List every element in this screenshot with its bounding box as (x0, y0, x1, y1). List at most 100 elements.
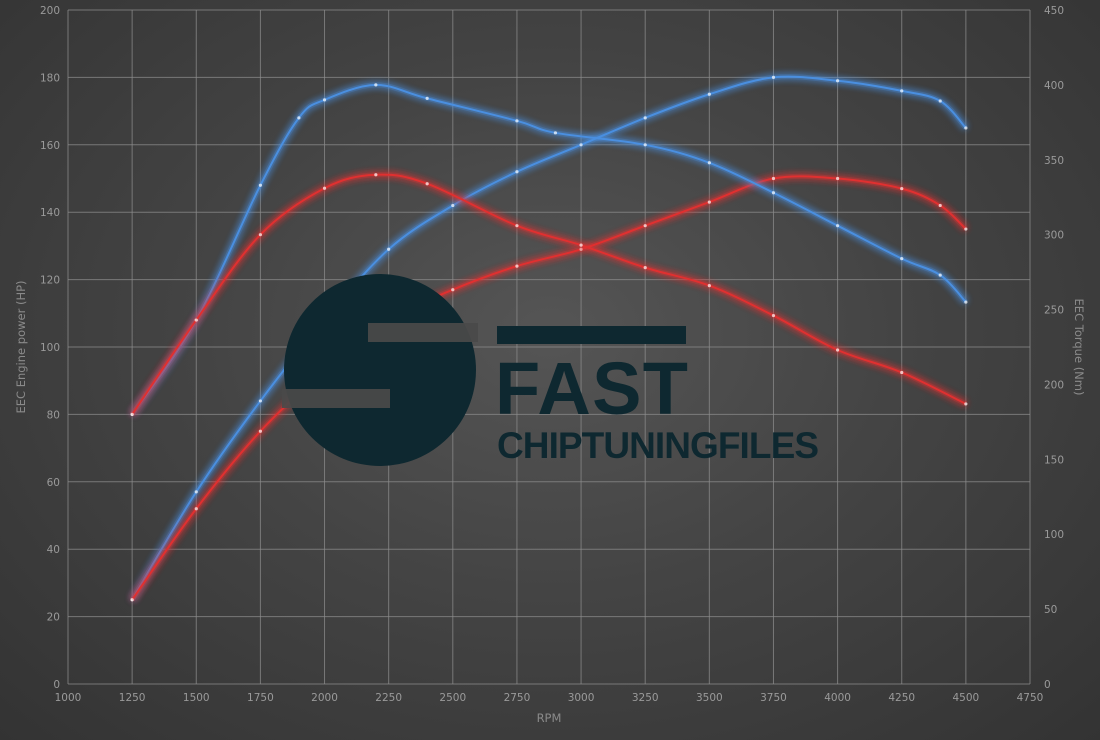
x-tick-label: 4000 (824, 692, 851, 704)
x-tick-label: 3500 (696, 692, 723, 704)
x-tick-label: 2500 (439, 692, 466, 704)
y-right-tick-label: 100 (1044, 529, 1064, 541)
data-point (194, 507, 198, 511)
data-point (643, 143, 647, 147)
data-point (938, 203, 942, 208)
data-point (297, 116, 301, 120)
data-point (707, 200, 711, 204)
data-point (900, 370, 904, 375)
data-point (938, 273, 942, 277)
y-left-tick-label: 140 (40, 207, 60, 219)
y-right-tick-label: 300 (1044, 230, 1064, 242)
data-point (258, 399, 262, 403)
data-point (771, 313, 776, 318)
x-tick-label: 4250 (888, 692, 915, 704)
data-point (451, 203, 455, 208)
data-point (964, 126, 968, 130)
y-left-tick-label: 0 (53, 679, 60, 691)
data-point (579, 247, 583, 251)
data-point (900, 257, 904, 261)
logo-circle (284, 274, 476, 466)
data-point (900, 187, 904, 191)
data-point (515, 119, 519, 123)
data-point (258, 183, 262, 187)
x-tick-label: 1750 (247, 692, 274, 704)
data-point (322, 186, 327, 190)
logo-chiptuningfiles: CHIPTUNINGFILES (497, 425, 819, 466)
y-right-tick-label: 50 (1044, 604, 1057, 616)
data-point (771, 75, 776, 79)
stock-power-line (130, 173, 968, 602)
data-point (130, 598, 134, 602)
data-point (425, 182, 429, 186)
data-point (836, 224, 840, 228)
data-point (836, 79, 840, 83)
data-point (707, 161, 711, 165)
y-right-tick-label: 400 (1044, 80, 1064, 92)
data-point (964, 227, 968, 231)
y-left-tick-label: 120 (40, 275, 60, 287)
y-right-tick-label: 200 (1044, 379, 1064, 391)
y-left-tick-label: 60 (47, 477, 60, 489)
y-right-tick-label: 350 (1044, 155, 1064, 167)
data-point (451, 288, 455, 292)
data-point (515, 170, 519, 174)
x-tick-label: 1500 (183, 692, 210, 704)
data-point (900, 89, 904, 93)
x-axis-label: RPM (537, 711, 562, 725)
data-point (771, 176, 776, 181)
y-left-tick-label: 40 (47, 544, 60, 556)
data-point (643, 116, 647, 120)
x-tick-label: 2000 (311, 692, 338, 704)
tuned-power-line (129, 74, 968, 602)
x-tick-label: 4750 (1017, 692, 1044, 704)
x-tick-label: 3250 (632, 692, 659, 704)
data-point (258, 233, 262, 237)
logo-bar (497, 326, 686, 344)
x-tick-label: 2250 (375, 692, 402, 704)
data-point (579, 243, 583, 247)
series-path (131, 173, 967, 415)
data-point (964, 300, 968, 304)
data-point (425, 96, 429, 100)
data-point (579, 143, 583, 147)
y-left-tick-label: 160 (40, 140, 60, 152)
watermark-logo: FAST CHIPTUNINGFILES (282, 274, 819, 466)
data-point (964, 402, 968, 406)
data-point (130, 412, 134, 416)
y-axis-left-label: EEC Engine power (HP) (14, 280, 28, 413)
y-left-tick-label: 20 (47, 612, 60, 624)
data-point (836, 348, 840, 352)
y-left-tick-label: 180 (40, 72, 60, 84)
data-point (194, 318, 198, 322)
stock-torque-line (130, 172, 968, 416)
data-point (643, 266, 647, 270)
y-left-tick-label: 80 (47, 409, 60, 421)
data-point (938, 99, 942, 103)
x-tick-label: 3000 (568, 692, 595, 704)
y-left-tick-label: 200 (40, 5, 60, 17)
data-point (258, 429, 262, 433)
logo-fast: FAST (495, 347, 688, 430)
data-point (374, 173, 378, 177)
data-point (707, 283, 711, 288)
data-point (515, 224, 519, 228)
data-point (707, 92, 711, 96)
x-tick-label: 2750 (504, 692, 531, 704)
data-point (515, 264, 519, 268)
y-left-tick-label: 100 (40, 342, 60, 354)
y-right-tick-label: 0 (1044, 679, 1051, 691)
x-tick-label: 1250 (119, 692, 146, 704)
data-point (836, 176, 840, 181)
y-axis-right-label: EEC Torque (Nm) (1072, 299, 1086, 396)
y-right-tick-label: 450 (1044, 5, 1064, 17)
x-tick-label: 4500 (952, 692, 979, 704)
data-point (194, 490, 198, 494)
data-point (387, 247, 391, 251)
data-point (643, 224, 647, 228)
x-tick-label: 1000 (55, 692, 82, 704)
data-point (374, 83, 378, 87)
x-tick-label: 3750 (760, 692, 787, 704)
